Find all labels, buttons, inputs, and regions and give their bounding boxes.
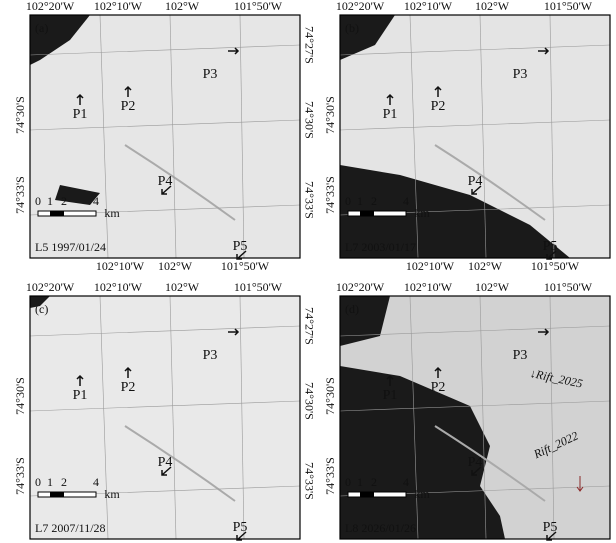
panel: (c)102°20'W102°10'W102°W101°50'W102°10'W…: [13, 280, 317, 543]
bottom-tick-label: 102°10'W: [96, 259, 145, 273]
scale-bar: [38, 211, 96, 216]
bottom-tick-label: 101°50'W: [531, 259, 580, 273]
scale-bar: [38, 492, 96, 497]
top-tick-label: 102°10'W: [94, 280, 143, 294]
scale-label: 2: [61, 194, 67, 208]
top-tick-label: 102°20'W: [26, 0, 75, 13]
scale-label: 1: [357, 475, 363, 489]
point-label: P1: [73, 107, 88, 122]
scale-label: 1: [357, 194, 363, 208]
scale-label: 1: [47, 475, 53, 489]
scale-label: 4: [93, 194, 99, 208]
top-tick-label: 102°20'W: [336, 0, 385, 13]
panel: (a) 102°20'W 102°10'W 102°W 101°50'W 102°10'W…: [13, 0, 317, 273]
top-tick-label: 102°20'W: [26, 280, 75, 294]
top-tick-label: 102°20'W: [336, 280, 385, 294]
panel-label: (c): [35, 302, 48, 316]
top-tick-label: 102°W: [165, 0, 200, 13]
left-tick-label: 74°30'S: [13, 96, 27, 134]
scale-label: 4: [93, 475, 99, 489]
top-tick-label: 102°10'W: [94, 0, 143, 13]
scale-label: 4: [403, 475, 409, 489]
caption: L8 2026/01/26: [345, 521, 416, 535]
scale-label: 0: [35, 475, 41, 489]
image-background: [30, 296, 300, 539]
point-label: P2: [121, 380, 136, 395]
right-tick-label: 74°33'S: [302, 181, 316, 219]
point-label: P1: [383, 388, 398, 403]
scale-bar: [348, 492, 406, 497]
point-label: P3: [203, 67, 218, 82]
left-tick-label: 74°33'S: [323, 457, 337, 495]
caption: L7 2007/11/28: [35, 521, 106, 535]
right-tick-label: 74°30'S: [302, 382, 316, 420]
top-tick-label: 102°10'W: [404, 0, 453, 13]
panel-label: (a): [35, 21, 48, 35]
bottom-tick-label: 102°10'W: [406, 259, 455, 273]
point-label: P2: [121, 99, 136, 114]
top-tick-label: 101°50'W: [544, 0, 593, 13]
right-tick-label: 74°30'S: [302, 101, 316, 139]
point-label: P1: [73, 388, 88, 403]
point-label: P3: [513, 67, 528, 82]
figure: (a) 102°20'W 102°10'W 102°W 101°50'W 102°10'W…: [0, 0, 616, 543]
top-tick-label: 101°50'W: [234, 0, 283, 13]
scale-label: km: [104, 206, 120, 220]
point-label: P3: [513, 348, 528, 363]
scale-label: 2: [61, 475, 67, 489]
scale-bar-seg: [50, 492, 64, 497]
left-tick-label: 74°33'S: [323, 176, 337, 214]
point-label: P1: [383, 107, 398, 122]
caption: L7 2003/01/17: [345, 240, 416, 254]
scale-bar-seg: [360, 492, 374, 497]
top-tick-label: 102°10'W: [404, 280, 453, 294]
scale-label: km: [104, 487, 120, 501]
scale-label: 4: [403, 194, 409, 208]
top-tick-label: 101°50'W: [234, 280, 283, 294]
right-tick-label: 74°33'S: [302, 462, 316, 500]
scale-label: 2: [371, 194, 377, 208]
left-tick-label: 74°30'S: [323, 377, 337, 415]
bottom-tick-label: 101°50'W: [221, 259, 270, 273]
left-tick-label: 74°33'S: [13, 457, 27, 495]
point-label: P2: [431, 99, 446, 114]
scale-label: 0: [35, 194, 41, 208]
top-tick-label: 102°W: [165, 280, 200, 294]
scale-label: km: [414, 487, 430, 501]
scale-label: 0: [345, 475, 351, 489]
image-background: [30, 15, 300, 258]
scale-label: 0: [345, 194, 351, 208]
scale-bar-seg: [360, 211, 374, 216]
left-tick-label: 74°30'S: [13, 377, 27, 415]
scale-label: 2: [371, 475, 377, 489]
top-tick-label: 102°W: [475, 0, 510, 13]
scale-label: 1: [47, 194, 53, 208]
left-tick-label: 74°33'S: [13, 176, 27, 214]
panel: (b) 102°20'W 102°10'W 102°W 101°50'W 102°10'W…: [323, 0, 610, 273]
top-tick-label: 101°50'W: [544, 280, 593, 294]
caption: L5 1997/01/24: [35, 240, 106, 254]
right-tick-label: 74°27'S: [302, 307, 316, 345]
scale-bar: [348, 211, 406, 216]
right-tick-label: 74°27'S: [302, 26, 316, 64]
top-tick-label: 102°W: [475, 280, 510, 294]
left-tick-label: 74°30'S: [323, 96, 337, 134]
point-label: P3: [203, 348, 218, 363]
panel-label: (d): [345, 302, 359, 316]
point-label: P2: [431, 380, 446, 395]
bottom-tick-label: 102°W: [158, 259, 193, 273]
panel: (d)102°20'W102°10'W102°W101°50'W102°10'W…: [323, 280, 610, 543]
scale-label: km: [414, 206, 430, 220]
bottom-tick-label: 102°W: [468, 259, 503, 273]
scale-bar-seg: [50, 211, 64, 216]
panel-label: (b): [345, 21, 359, 35]
